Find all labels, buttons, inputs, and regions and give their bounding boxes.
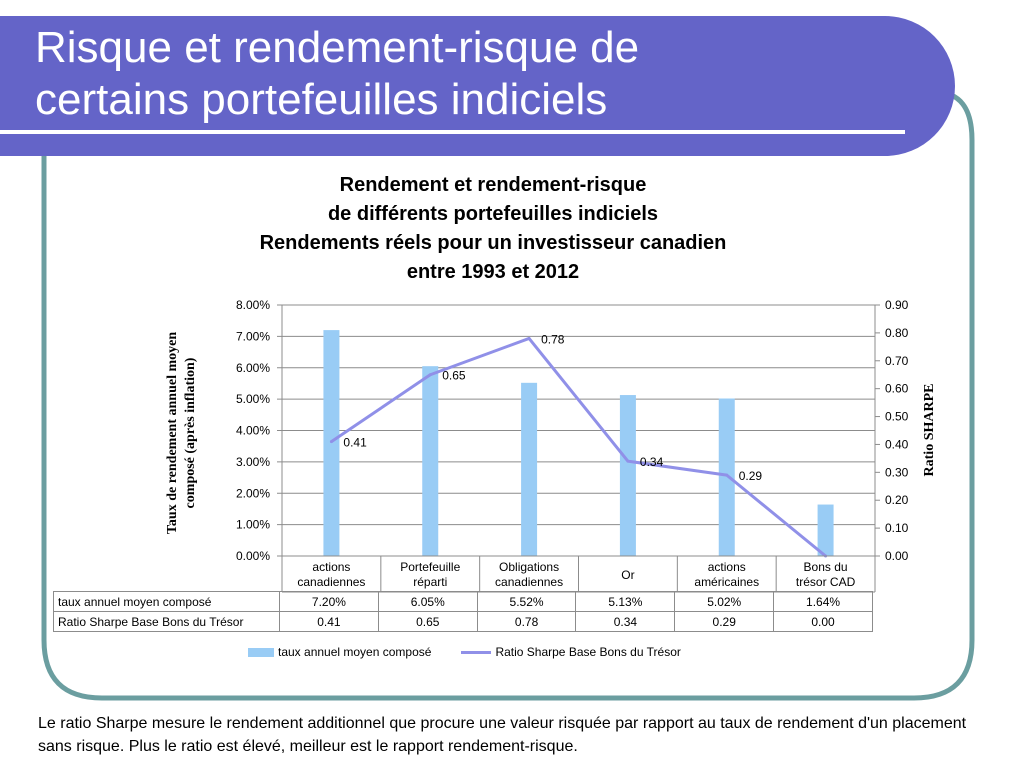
chart-title-line: Rendements réels pour un investisseur ca… (260, 232, 727, 254)
right-axis-tick-label: 0.80 (885, 326, 909, 340)
left-axis-tick-label: 5.00% (236, 392, 270, 406)
legend-label: taux annuel moyen composé (278, 645, 432, 659)
left-axis-tick-label: 3.00% (236, 455, 270, 469)
category-label: actions (312, 560, 350, 574)
bar (619, 395, 636, 556)
chart-title: Rendement et rendement-risque de différe… (260, 174, 727, 283)
slide-title: Risque et rendement-risque de certains p… (35, 22, 915, 126)
right-axis-tick-label: 0.40 (885, 437, 909, 451)
legend-swatch-bar (248, 647, 274, 657)
left-axis-tick-label: 0.00% (236, 549, 270, 563)
left-axis-tick-label: 7.00% (236, 329, 270, 343)
left-axis-tick-label: 6.00% (236, 361, 270, 375)
category-label: Or (621, 568, 634, 582)
category-label: américaines (694, 575, 759, 589)
right-axis-title: Ratio SHARPE (922, 384, 937, 477)
line-point (725, 473, 729, 477)
category-axis: actionscanadiennesPortefeuillerépartiObl… (281, 555, 876, 593)
left-axis: 0.00% 1.00% 2.00% 3.00% 4.00% 5.00% 6.00% 7.00%… (236, 298, 283, 563)
line-point (626, 459, 630, 463)
chart-title-line: Rendement et rendement-risque (340, 174, 647, 196)
data-table: taux annuel moyen composé 7.20% 6.05% 5.52%… (53, 591, 873, 632)
table-cell: 7.20% (279, 591, 379, 612)
legend: taux annuel moyen composé Ratio Sharpe B… (248, 645, 711, 659)
data-label: 0.41 (343, 436, 367, 450)
data-label: 0.34 (640, 455, 664, 469)
bar (817, 504, 834, 556)
table-cell: 0.78 (476, 611, 577, 632)
line-point (329, 440, 333, 444)
right-axis-tick-label: 0.30 (885, 465, 909, 479)
right-axis-tick-label: 0.20 (885, 493, 909, 507)
left-axis-tick-label: 2.00% (236, 486, 270, 500)
bar (521, 382, 538, 556)
table-cell: 0.00 (773, 611, 873, 632)
chart-title-line: de différents portefeuilles indiciels (328, 203, 658, 225)
bar-series (323, 330, 834, 556)
table-row: taux annuel moyen composé 7.20% 6.05% 5.52%… (53, 591, 873, 612)
table-row-header: taux annuel moyen composé (53, 591, 280, 612)
table-cell: 0.34 (575, 611, 676, 632)
chart-title-line: entre 1993 et 2012 (407, 261, 579, 283)
legend-label: Ratio Sharpe Base Bons du Trésor (495, 645, 681, 659)
category-label: Bons du (804, 560, 848, 574)
right-axis-tick-label: 0.70 (885, 354, 909, 368)
category-label: actions (708, 560, 746, 574)
bar (422, 366, 439, 556)
legend-item-bars: taux annuel moyen composé (248, 645, 431, 659)
data-label: 0.78 (541, 332, 565, 346)
table-cell: 5.13% (575, 591, 676, 612)
right-axis-tick-label: 0.50 (885, 410, 909, 424)
category-label: canadiennes (495, 575, 563, 589)
frame-border (41, 89, 975, 701)
table-cell: 5.02% (674, 591, 775, 612)
bar (718, 398, 735, 556)
chart: Rendement et rendement-risque de différe… (165, 174, 937, 593)
left-axis-title-line: Taux de rendement annuel moyen (165, 332, 180, 534)
legend-swatch-line (461, 650, 492, 654)
table-cell: 1.64% (773, 591, 873, 612)
right-axis-tick-label: 0.90 (885, 298, 909, 312)
slide-title-line-1: Risque et rendement-risque de (35, 23, 640, 72)
line-point (428, 373, 432, 377)
table-cell: 0.41 (279, 611, 379, 632)
left-axis-title-line: composé (après inflation) (183, 357, 198, 508)
line-point (527, 336, 531, 340)
left-axis-tick-label: 4.00% (236, 424, 270, 438)
table-row: Ratio Sharpe Base Bons du Trésor 0.41 0.65… (53, 611, 873, 632)
data-label: 0.65 (442, 369, 466, 383)
slide-title-line-2: certains portefeuilles indiciels (35, 75, 608, 124)
right-axis: 0.00 0.10 0.20 0.30 0.40 0.50 0.60 0.70 0.80 0.90 (874, 298, 909, 563)
table-cell: 5.52% (476, 591, 577, 612)
category-label: Obligations (499, 560, 559, 574)
table-cell: 0.29 (674, 611, 775, 632)
table-cell: 0.65 (377, 611, 478, 632)
data-label: 0.29 (739, 469, 763, 483)
gridlines (282, 304, 875, 557)
right-axis-tick-label: 0.10 (885, 521, 909, 535)
left-axis-tick-label: 8.00% (236, 298, 270, 312)
right-axis-tick-label: 0.60 (885, 382, 909, 396)
category-label: canadiennes (297, 575, 365, 589)
left-axis-tick-label: 1.00% (236, 518, 270, 532)
category-label: Portefeuille (400, 560, 460, 574)
sharpe-line (330, 336, 827, 558)
line-series: 0.41 0.65 0.78 0.34 0.29 (329, 332, 828, 558)
table-row-header: Ratio Sharpe Base Bons du Trésor (53, 611, 280, 632)
legend-item-line: Ratio Sharpe Base Bons du Trésor (461, 645, 681, 659)
footnote: Le ratio Sharpe mesure le rendement addi… (38, 715, 967, 755)
table-cell: 6.05% (377, 591, 478, 612)
category-label: réparti (413, 575, 447, 589)
title-underline (0, 130, 905, 134)
right-axis-tick-label: 0.00 (885, 549, 909, 563)
category-label: trésor CAD (796, 575, 856, 589)
